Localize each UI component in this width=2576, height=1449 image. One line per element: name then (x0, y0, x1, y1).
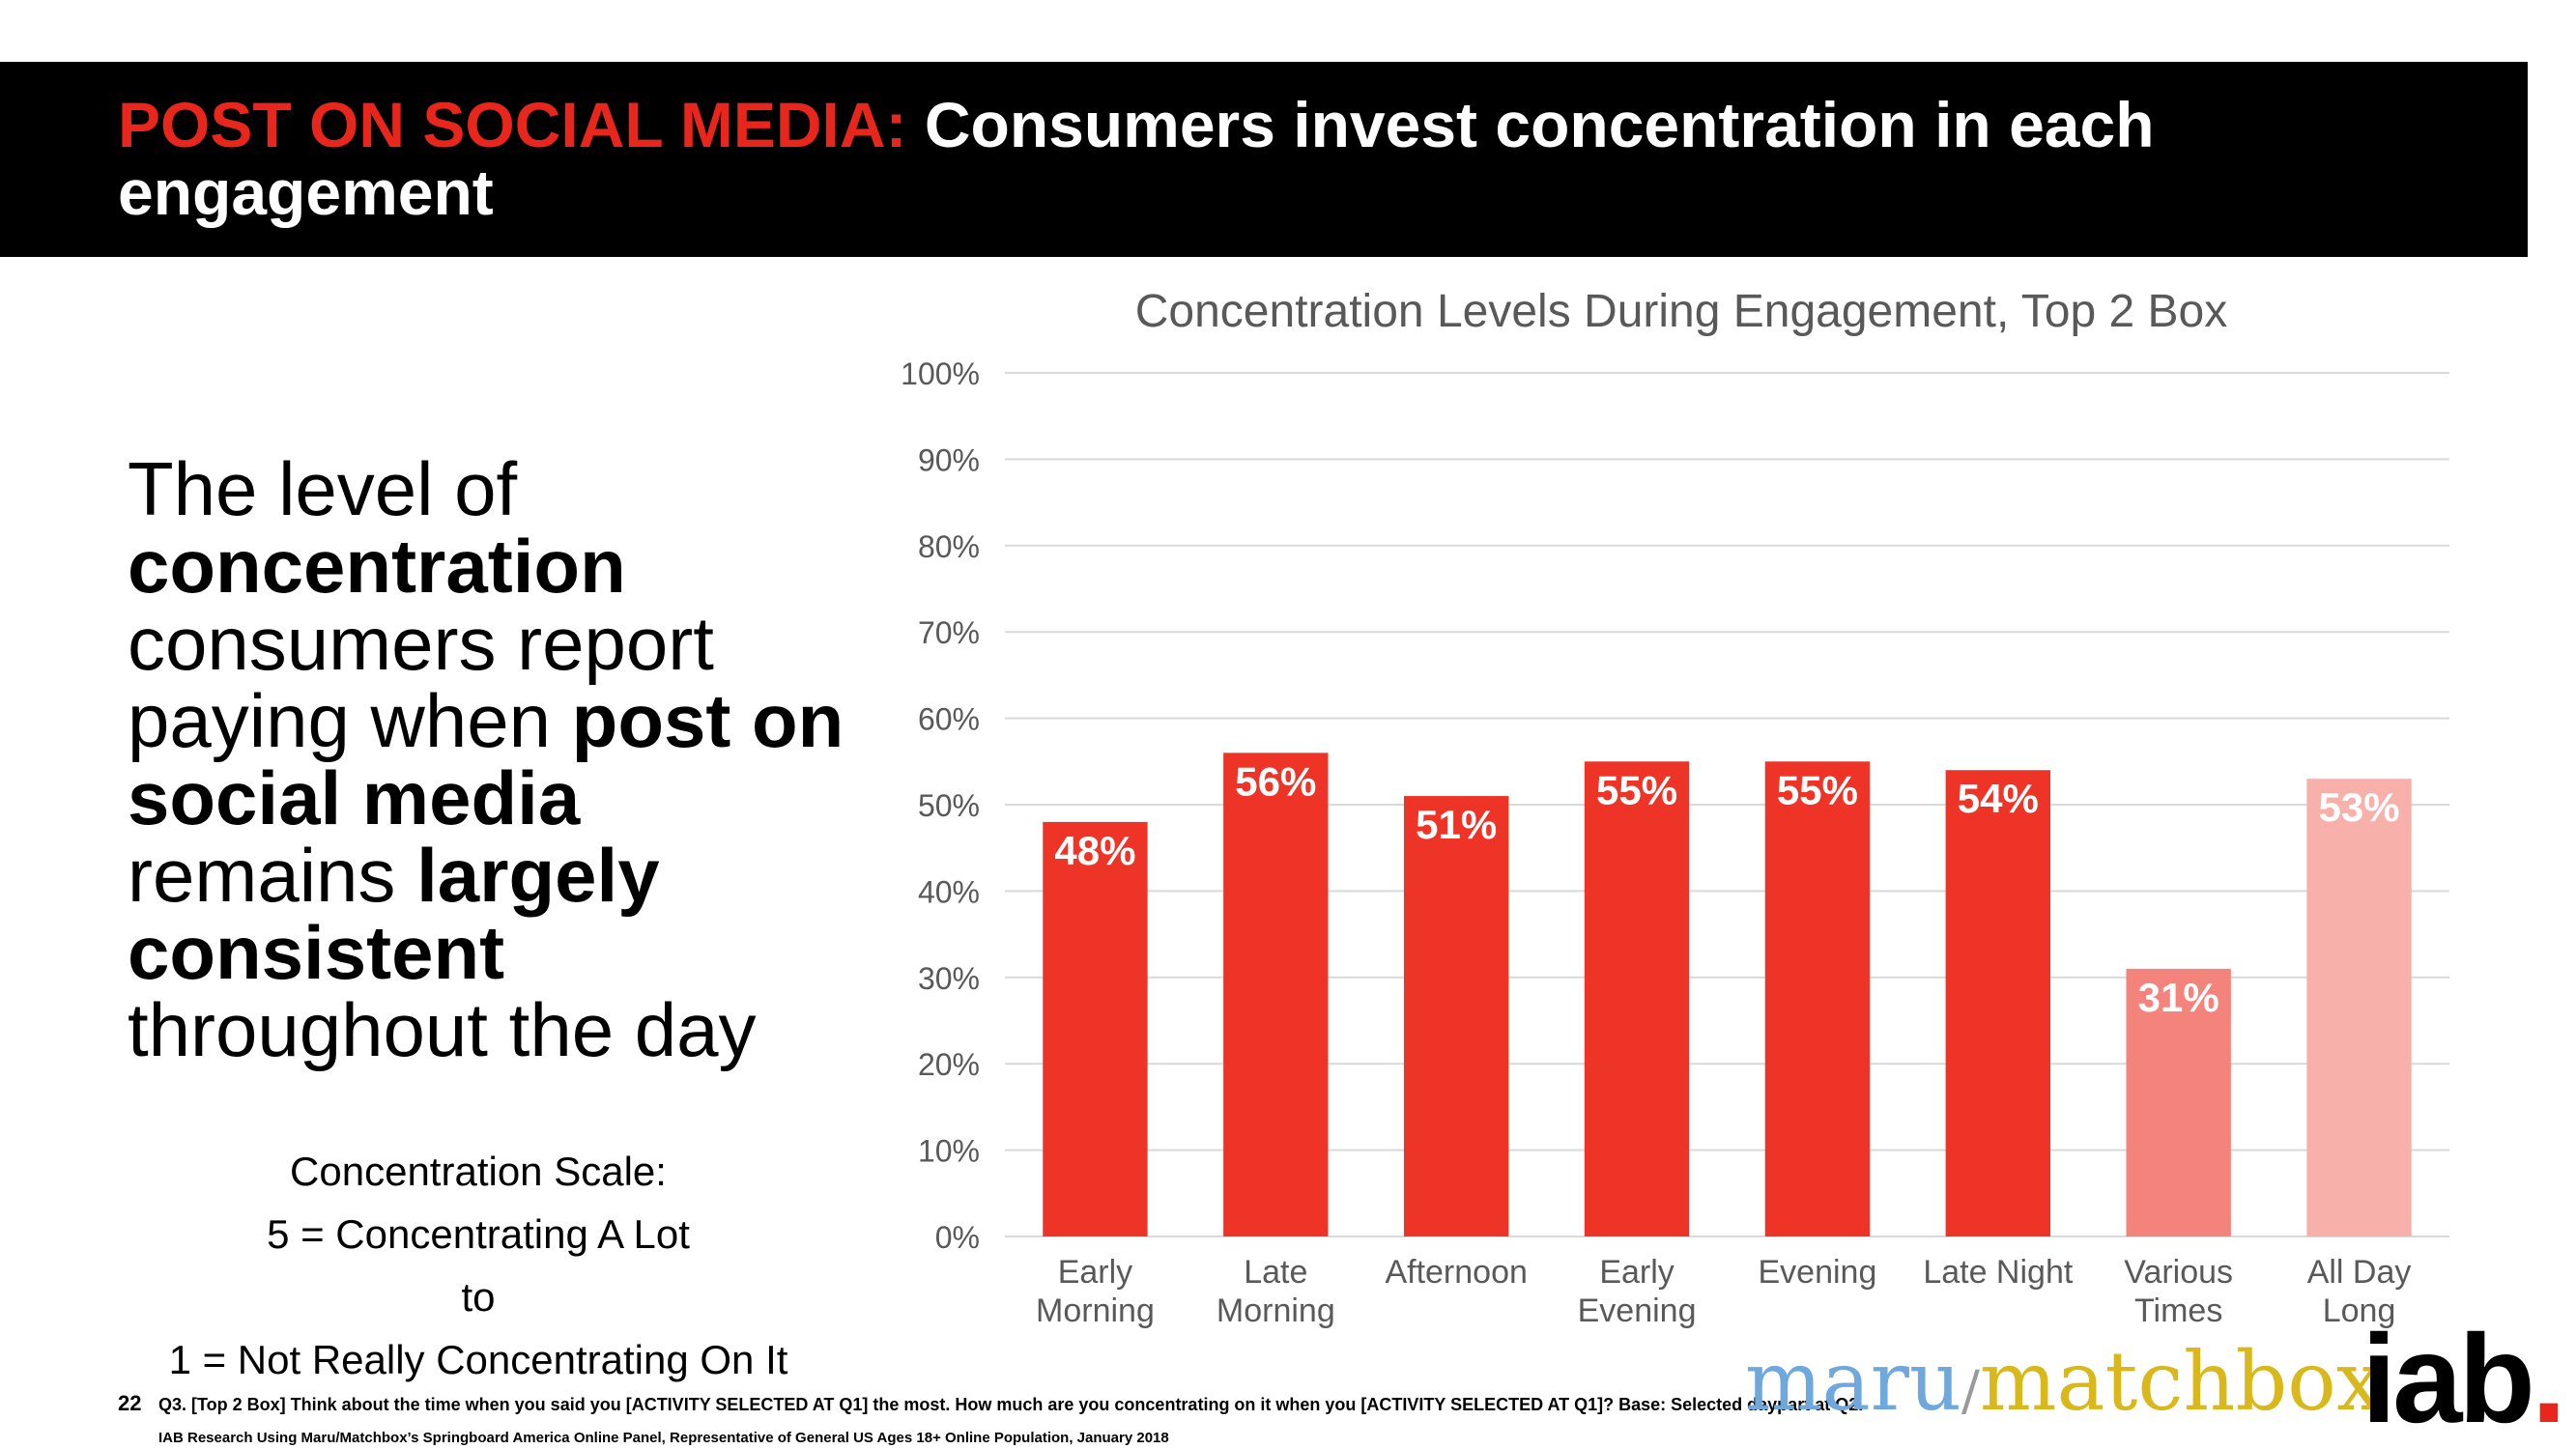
y-tick-label: 0% (935, 1220, 980, 1255)
y-tick-label: 10% (918, 1134, 980, 1169)
chart-bars: 48% 56% 51% 55% 55% 54% 31% 53% (1043, 753, 2412, 1236)
y-tick-label: 20% (918, 1047, 980, 1082)
chart-title: Concentration Levels During Engagement, … (1135, 286, 2227, 337)
title-accent: POST ON SOCIAL MEDIA: (118, 89, 907, 160)
scale-line-1: Concentration Scale: (290, 1149, 667, 1194)
concentration-scale: Concentration Scale: 5 = Concentrating A… (97, 1140, 860, 1391)
bar (1584, 761, 1690, 1236)
x-category-label: Late (1244, 1254, 1307, 1291)
body-bold-1: concentration (128, 524, 626, 609)
bar (1403, 796, 1509, 1236)
bar-value-label: 31% (2138, 975, 2219, 1020)
x-category-label: Evening (1578, 1293, 1697, 1329)
x-category-label: Morning (1216, 1293, 1335, 1329)
body-copy: The level of concentration consumers rep… (128, 450, 862, 1068)
matchbox-logo-text: matchbox (1979, 1334, 2383, 1429)
scale-line-2: 5 = Concentrating A Lot (267, 1211, 690, 1257)
x-category-label: Early (1599, 1254, 1674, 1291)
y-tick-label: 60% (918, 702, 980, 737)
maru-logo-text: maru (1745, 1334, 1961, 1429)
y-tick-label: 70% (918, 615, 980, 650)
y-axis-ticks: 0% 10% 20% 30% 40% 50% 60% 70% 80% 90% 100% (901, 356, 980, 1255)
bar (1764, 761, 1871, 1236)
body-text-2: consumers report paying when (128, 601, 714, 763)
concentration-bar-chart: Concentration Levels During Engagement, … (901, 286, 2449, 1329)
footnote-question: Q3. [Top 2 Box] Think about the time whe… (158, 1395, 1864, 1414)
bar-value-label: 48% (1054, 828, 1135, 873)
body-bold-3: largely consistent (128, 833, 660, 995)
y-tick-label: 30% (918, 961, 980, 996)
bar-value-label: 51% (1416, 802, 1497, 847)
x-category-label: Times (2134, 1293, 2222, 1329)
y-tick-label: 90% (918, 442, 980, 477)
x-category-label: Evening (1759, 1254, 1877, 1291)
y-tick-label: 50% (918, 788, 980, 823)
iab-logo-text: iab (2361, 1308, 2535, 1449)
logo-slash: / (1961, 1360, 1980, 1423)
y-tick-label: 40% (918, 874, 980, 909)
iab-logo-dot: . (2531, 1308, 2566, 1449)
slide-title: POST ON SOCIAL MEDIA: Consumers invest c… (118, 91, 2456, 226)
x-category-label: Various (2124, 1254, 2233, 1291)
x-category-label: Afternoon (1385, 1254, 1527, 1291)
maru-matchbox-logo: maru/matchbox (1745, 1333, 2382, 1440)
bar (1945, 770, 2051, 1236)
bar (1043, 821, 1148, 1236)
bar (1223, 753, 1329, 1236)
x-category-label: Morning (1036, 1293, 1155, 1329)
scale-line-4: 1 = Not Really Concentrating On It (168, 1337, 788, 1382)
bar-value-label: 53% (2319, 784, 2400, 830)
body-bold-2: post on social media (128, 678, 844, 840)
body-text-3: remains (128, 833, 396, 918)
y-tick-label: 100% (901, 356, 980, 391)
x-category-label: Long (2323, 1293, 2396, 1329)
page-number: 22 (118, 1391, 142, 1415)
footnote-source: IAB Research Using Maru/Matchbox’s Sprin… (158, 1430, 1169, 1446)
iab-logo: iab. (2361, 1316, 2566, 1441)
x-category-label: All Day (2307, 1254, 2412, 1291)
bar-value-label: 54% (1958, 776, 2039, 821)
bar (2126, 968, 2231, 1236)
x-category-label: Early (1058, 1254, 1132, 1291)
scale-line-3: to (461, 1274, 496, 1320)
y-tick-label: 80% (918, 529, 980, 564)
chart-gridlines (1005, 372, 2449, 1237)
bar-value-label: 55% (1596, 767, 1677, 812)
title-band (0, 62, 2528, 257)
title-main: Consumers invest concentration in each e… (118, 89, 2155, 228)
bar (2306, 779, 2412, 1236)
body-text-1: The level of (128, 446, 518, 531)
bar-value-label: 56% (1235, 758, 1316, 804)
body-text-4: throughout the day (128, 987, 757, 1072)
bar-value-label: 55% (1777, 767, 1858, 812)
x-category-label: Late Night (1923, 1254, 2074, 1291)
